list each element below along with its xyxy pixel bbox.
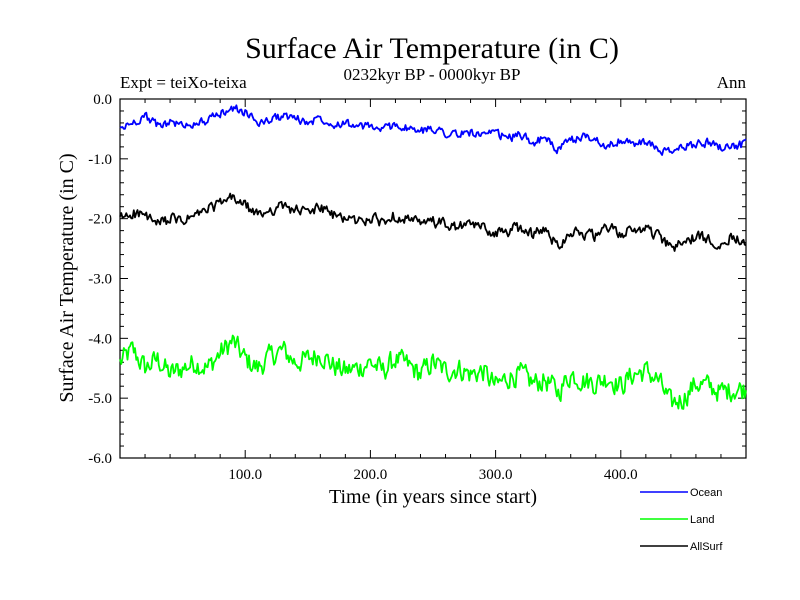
y-tick-label: -2.0: [88, 212, 112, 228]
y-tick-label: -1.0: [88, 152, 112, 168]
series-line-allsurf: [119, 192, 747, 252]
y-tick-label: -6.0: [88, 451, 112, 467]
x-tick-label: 200.0: [354, 467, 388, 483]
series-line-land: [119, 334, 747, 410]
legend-label-ocean: Ocean: [690, 487, 722, 499]
x-tick-label: 400.0: [604, 467, 638, 483]
legend: Ocean Land AllSurf: [640, 487, 723, 553]
plot-frame: [119, 98, 747, 459]
experiment-label: Expt = teiXo-teixa: [120, 73, 247, 92]
chart-subtitle: 0232kyr BP - 0000kyr BP: [344, 65, 521, 84]
series-line-ocean: [119, 104, 747, 156]
x-axis-label: Time (in years since start): [329, 486, 537, 508]
x-axis: 100.0 200.0 300.0 400.0: [144, 99, 722, 483]
series-lines: [119, 104, 747, 410]
legend-label-land: Land: [690, 514, 714, 526]
chart-title: Surface Air Temperature (in C): [245, 32, 619, 65]
legend-label-allsurf: AllSurf: [690, 541, 723, 553]
x-tick-label: 100.0: [228, 467, 262, 483]
y-axis: 0.0 -1.0 -2.0 -3.0 -4.0 -5.0 -6.0: [88, 92, 746, 467]
y-tick-label: -5.0: [88, 391, 112, 407]
y-tick-label: 0.0: [93, 92, 112, 108]
y-tick-label: -3.0: [88, 272, 112, 288]
y-tick-label: -4.0: [88, 331, 112, 347]
x-tick-label: 300.0: [479, 467, 513, 483]
y-axis-label: Surface Air Temperature (in C): [56, 153, 78, 402]
season-label: Ann: [717, 73, 747, 92]
